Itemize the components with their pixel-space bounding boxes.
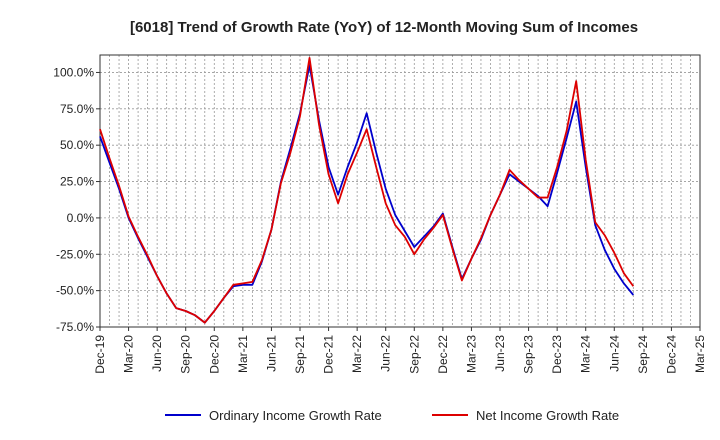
x-tick-label: Jun-21 [264, 335, 278, 372]
x-tick-label: Dec-24 [664, 335, 678, 374]
y-tick-label: -75.0% [56, 320, 94, 334]
x-tick-label: Dec-21 [322, 335, 336, 374]
chart-title: [6018] Trend of Growth Rate (YoY) of 12-… [130, 19, 638, 36]
x-tick-label: Mar-21 [236, 335, 250, 373]
y-tick-label: 100.0% [53, 65, 94, 79]
x-tick-label: Dec-23 [550, 335, 564, 374]
y-tick-label: 75.0% [60, 102, 94, 116]
plot-area [99, 54, 701, 328]
x-tick-label: Sep-23 [522, 335, 536, 374]
y-axis-ticks: 100.0% 75.0% 50.0% 25.0% 0.0% -25.0% -50.0% -75… [53, 65, 100, 334]
x-tick-label: Mar-23 [464, 335, 478, 373]
x-tick-label: Mar-22 [350, 335, 364, 373]
x-tick-label: Mar-25 [693, 335, 707, 373]
series-line-2 [99, 57, 635, 324]
series-lines [99, 57, 635, 324]
y-tick-label: 0.0% [67, 211, 95, 225]
legend: Ordinary Income Growth Rate Net Income Gr… [165, 408, 619, 423]
x-tick-label: Jun-23 [493, 335, 507, 372]
y-tick-label: -50.0% [56, 284, 94, 298]
x-tick-label: Jun-22 [379, 335, 393, 372]
legend-label: Net Income Growth Rate [476, 408, 619, 423]
x-tick-label: Sep-22 [407, 335, 421, 374]
x-tick-label: Dec-20 [207, 335, 221, 374]
y-tick-label: 25.0% [60, 175, 94, 189]
legend-label: Ordinary Income Growth Rate [209, 408, 382, 423]
x-axis-ticks: Dec-19 Mar-20 Jun-20 Sep-20 Dec-20 Mar-21 Jun-… [93, 327, 707, 374]
y-tick-label: -25.0% [56, 247, 94, 261]
y-tick-label: 50.0% [60, 138, 94, 152]
x-tick-label: Sep-24 [636, 335, 650, 374]
x-tick-label: Sep-20 [179, 335, 193, 374]
x-tick-label: Sep-21 [293, 335, 307, 374]
x-tick-label: Jun-24 [607, 335, 621, 372]
x-tick-label: Jun-20 [150, 335, 164, 372]
x-tick-label: Dec-22 [436, 335, 450, 374]
x-tick-label: Mar-24 [579, 335, 593, 373]
x-tick-label: Mar-20 [122, 335, 136, 373]
x-tick-label: Dec-19 [93, 335, 107, 374]
grid [100, 55, 700, 328]
